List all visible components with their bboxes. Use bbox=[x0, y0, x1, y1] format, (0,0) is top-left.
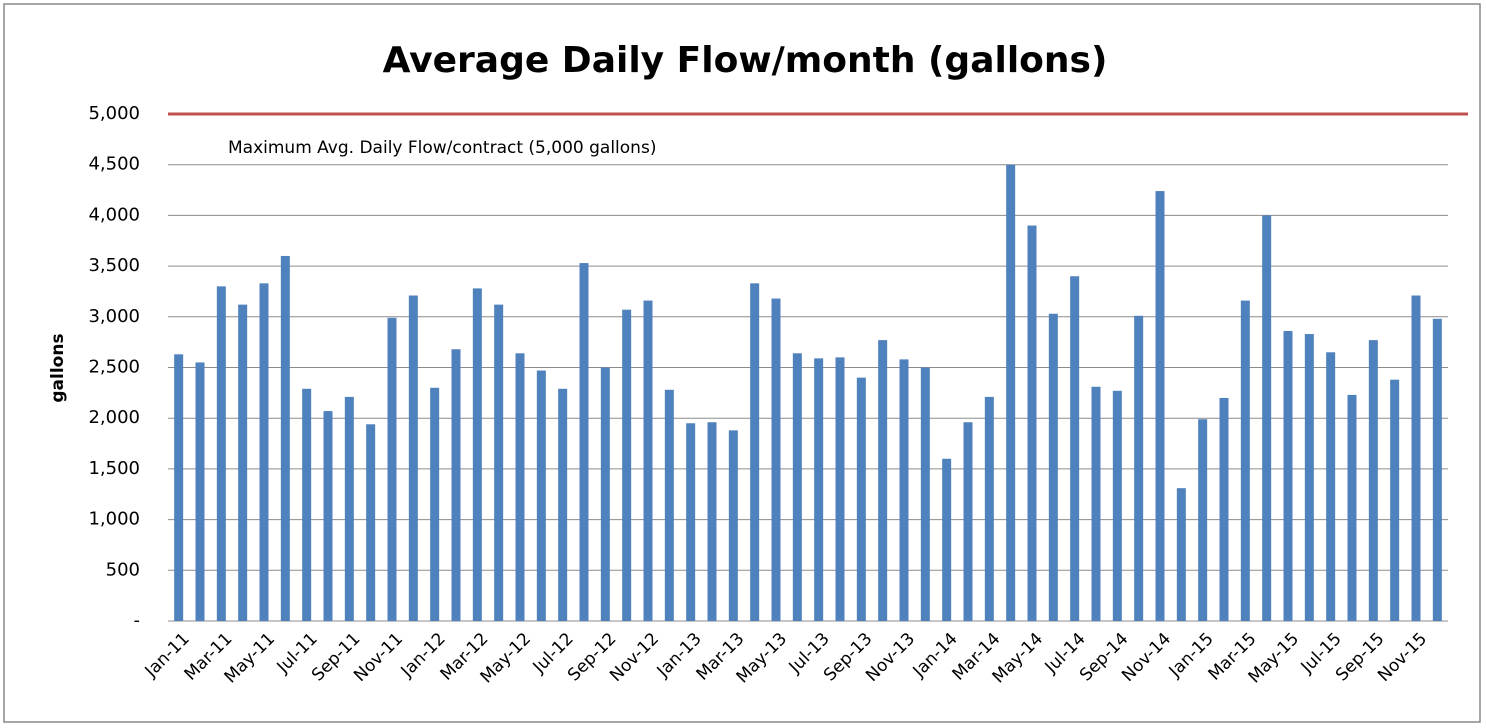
bar bbox=[1240, 300, 1250, 621]
bar bbox=[302, 388, 312, 621]
bar bbox=[536, 370, 546, 621]
bar bbox=[1091, 386, 1101, 621]
bar bbox=[1304, 334, 1314, 621]
bar bbox=[1048, 313, 1058, 621]
bar bbox=[1112, 390, 1122, 621]
bar bbox=[1326, 352, 1336, 621]
bar bbox=[344, 396, 354, 621]
bar bbox=[216, 286, 226, 621]
y-tick-label: 3,000 bbox=[88, 306, 140, 327]
bar bbox=[835, 357, 845, 621]
bar bbox=[707, 422, 717, 621]
y-tick-label: 5,000 bbox=[88, 103, 140, 124]
bar bbox=[1411, 295, 1421, 621]
bar bbox=[1176, 488, 1186, 621]
bar bbox=[984, 396, 994, 621]
bar bbox=[1390, 379, 1400, 621]
bar bbox=[558, 388, 568, 621]
bar bbox=[280, 255, 290, 621]
bar bbox=[494, 304, 504, 621]
bar bbox=[1432, 318, 1442, 621]
bar bbox=[1155, 191, 1165, 621]
bar bbox=[771, 298, 781, 621]
bar bbox=[387, 317, 397, 621]
bar bbox=[579, 263, 589, 621]
y-tick-label: 2,000 bbox=[88, 407, 140, 428]
chart-frame bbox=[3, 3, 1481, 723]
bar bbox=[174, 354, 184, 621]
bar bbox=[643, 300, 653, 621]
bar bbox=[664, 389, 674, 621]
bar bbox=[451, 349, 461, 621]
bar bbox=[408, 295, 418, 621]
y-tick-label: 3,500 bbox=[88, 255, 140, 276]
y-tick-label: 1,500 bbox=[88, 458, 140, 479]
bar bbox=[1347, 394, 1357, 621]
y-axis-label: gallons bbox=[48, 333, 68, 402]
bar bbox=[750, 283, 760, 621]
bar bbox=[323, 411, 333, 621]
y-tick-label: 500 bbox=[106, 559, 140, 580]
bar bbox=[856, 377, 866, 621]
bar bbox=[259, 283, 269, 621]
y-tick-label: 4,000 bbox=[88, 204, 140, 225]
bar bbox=[728, 430, 738, 621]
chart-title: Average Daily Flow/month (gallons) bbox=[383, 40, 1108, 81]
bar bbox=[1283, 330, 1293, 621]
bar bbox=[600, 367, 610, 621]
bar bbox=[1006, 164, 1016, 621]
bar bbox=[1070, 276, 1080, 621]
bar bbox=[472, 288, 482, 621]
bar bbox=[1198, 419, 1208, 621]
bar bbox=[238, 304, 248, 621]
bar bbox=[942, 458, 952, 621]
y-tick-label: 1,000 bbox=[88, 509, 140, 530]
bar bbox=[195, 362, 205, 621]
bar bbox=[686, 423, 696, 621]
bar bbox=[899, 359, 909, 621]
bar bbox=[878, 340, 888, 621]
bar bbox=[515, 353, 525, 621]
bar bbox=[1027, 225, 1037, 622]
bar bbox=[1368, 340, 1378, 621]
bar bbox=[814, 358, 824, 621]
bar bbox=[1262, 215, 1272, 621]
bar bbox=[963, 422, 973, 621]
bar bbox=[622, 309, 632, 621]
y-tick-label: 4,500 bbox=[88, 154, 140, 175]
bar bbox=[1219, 397, 1229, 621]
bar bbox=[792, 353, 802, 621]
y-tick-label: - bbox=[134, 610, 141, 631]
bar bbox=[366, 424, 376, 621]
y-tick-label: 2,500 bbox=[88, 357, 140, 378]
reference-label: Maximum Avg. Daily Flow/contract (5,000 … bbox=[228, 138, 656, 158]
bar bbox=[1134, 315, 1144, 621]
bar bbox=[920, 367, 930, 621]
bar bbox=[430, 387, 440, 621]
